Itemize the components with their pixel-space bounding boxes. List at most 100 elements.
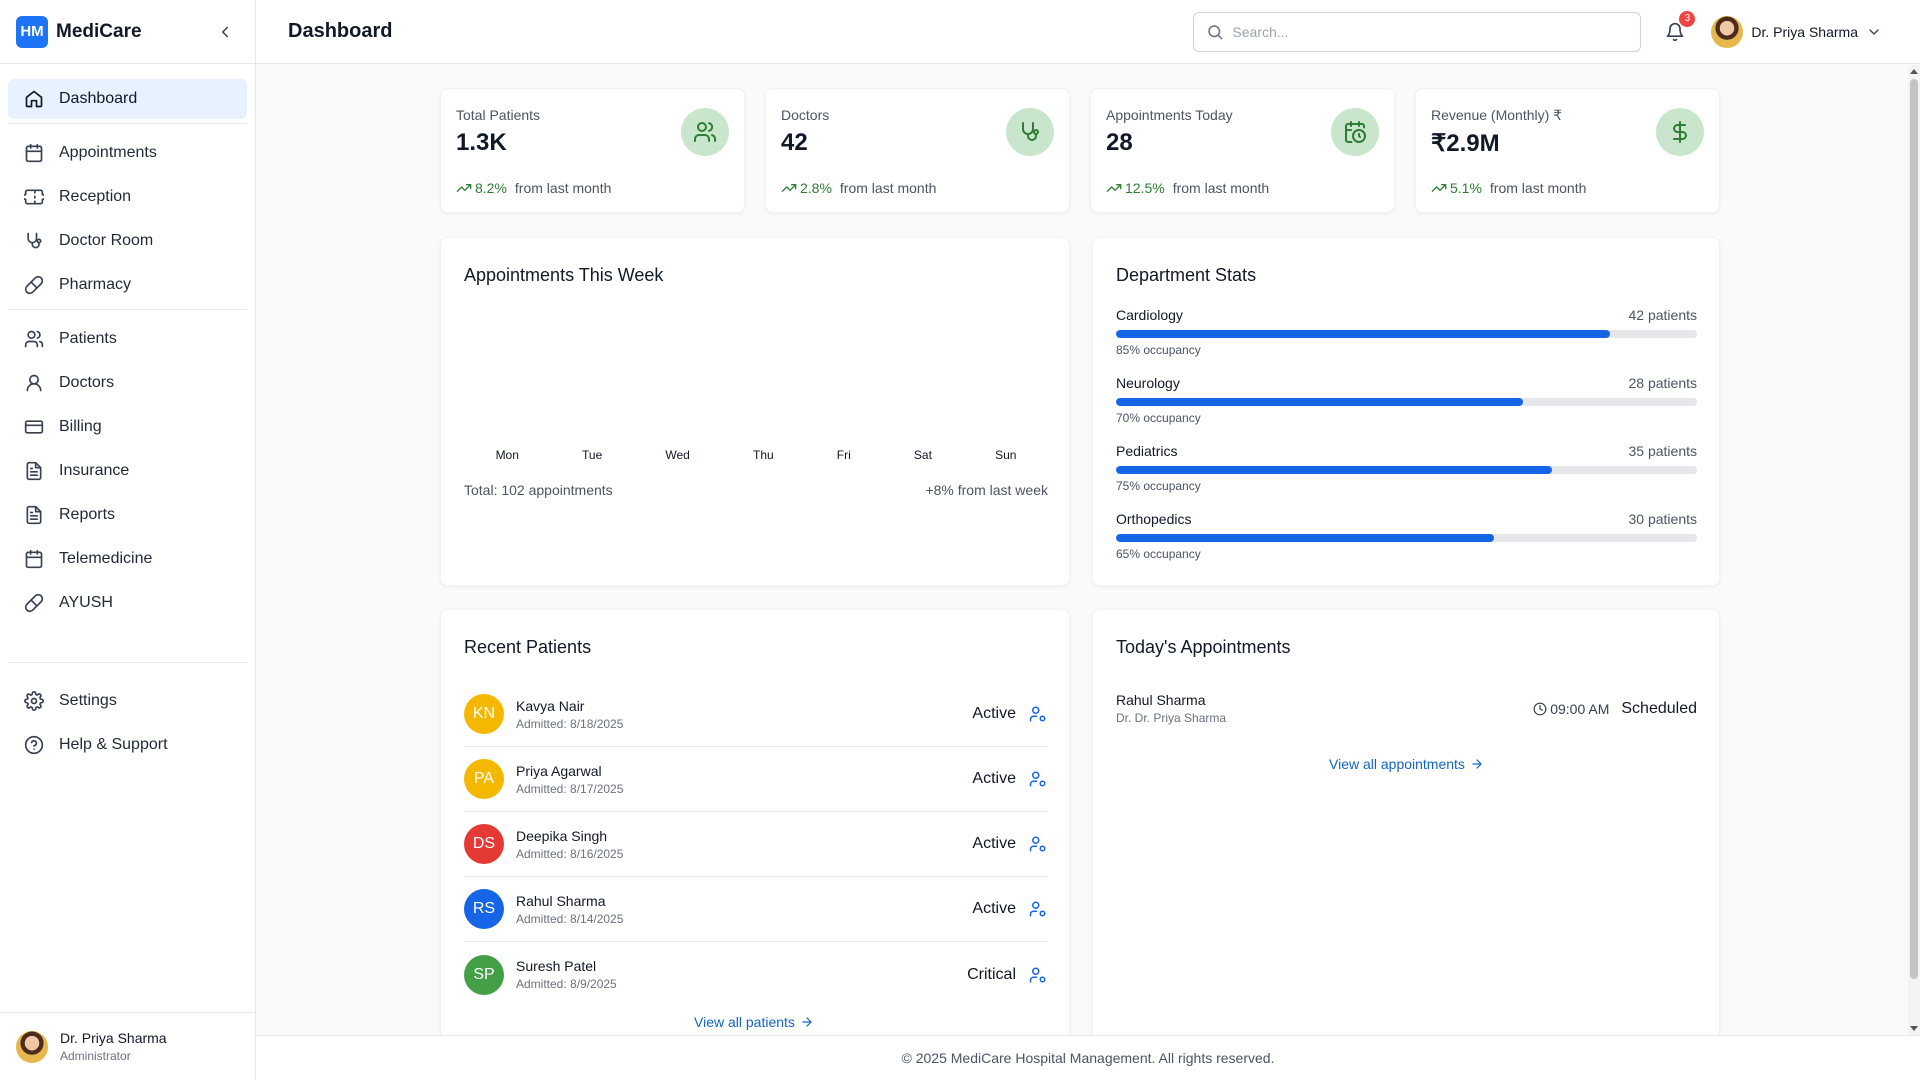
sidebar-item-ayush[interactable]: AYUSH [8, 583, 247, 623]
view-all-patients-link[interactable]: View all patients [694, 1014, 814, 1030]
day-label: Tue [582, 448, 603, 462]
main-scrollbar[interactable] [1908, 65, 1920, 1035]
user-cog-icon[interactable] [1028, 899, 1048, 919]
sidebar-item-settings[interactable]: Settings [8, 681, 247, 721]
sidebar-item-reports[interactable]: Reports [8, 495, 247, 535]
patient-name: Kavya Nair [516, 697, 585, 714]
week-day-axis: Mon Tue Wed Thu Fri Sat Sun [464, 448, 1048, 462]
clock-icon [1533, 702, 1547, 715]
user-cog-icon[interactable] [1028, 965, 1048, 985]
sidebar-item-doctors[interactable]: Doctors [8, 363, 247, 403]
scroll-up-icon[interactable] [1910, 69, 1918, 74]
patient-status: Active [972, 770, 1016, 787]
sidebar-item-label: Pharmacy [59, 276, 132, 293]
stat-value: 28 [1106, 129, 1133, 156]
sidebar-item-telemedicine[interactable]: Telemedicine [8, 539, 247, 579]
day-label: Wed [665, 448, 690, 462]
sidebar-item-doctor-room[interactable]: Doctor Room [8, 221, 247, 261]
collapse-sidebar-button[interactable] [211, 18, 239, 46]
department-patients: 42 patients [1628, 307, 1698, 323]
patient-avatar: PA [464, 759, 504, 799]
sidebar-item-insurance[interactable]: Insurance [8, 451, 247, 491]
sidebar-user[interactable]: Dr. Priya Sharma Administrator [0, 1012, 256, 1080]
card-title: Appointments This Week [464, 265, 664, 285]
link-label: View all patients [694, 1014, 795, 1030]
patient-name: Rahul Sharma [516, 892, 606, 909]
occupancy-fill [1116, 466, 1552, 474]
top-bar: Dashboard 3 Dr. Priya Sharma [256, 0, 1920, 64]
search-icon [1208, 24, 1223, 39]
sidebar-item-patients[interactable]: Patients [8, 319, 247, 359]
appointment-patient: Rahul Sharma [1116, 692, 1206, 708]
brand-header: HM MediCare [0, 0, 255, 64]
search-box[interactable] [1193, 11, 1642, 52]
occupancy-bar [1116, 466, 1697, 474]
sidebar-item-appointments[interactable]: Appointments [8, 133, 247, 173]
day-label: Fri [836, 448, 851, 462]
week-total: Total: 102 appointments [464, 482, 613, 498]
appointment-row[interactable]: Rahul Sharma Dr. Dr. Priya Sharma 09:00 … [1116, 692, 1697, 725]
user-icon [24, 373, 44, 393]
bell-icon [1667, 22, 1684, 41]
scrollbar-thumb[interactable] [1910, 79, 1918, 979]
sidebar-item-dashboard[interactable]: Dashboard [8, 79, 247, 119]
trending-up-icon [456, 184, 472, 192]
stat-label: Total Patients [456, 107, 541, 123]
occupancy-fill [1116, 398, 1523, 406]
sidebar-item-help-support[interactable]: Help & Support [8, 725, 247, 765]
department-name: Cardiology [1116, 307, 1183, 323]
occupancy-fill [1116, 330, 1610, 338]
chevron-left-icon [222, 26, 228, 37]
ticket-icon [24, 187, 44, 207]
sidebar-item-label: AYUSH [59, 594, 113, 611]
sidebar: HM MediCare Dashboard Appointments Recep… [0, 0, 256, 1080]
stat-change: 12.5% [1125, 180, 1165, 196]
gear-icon [24, 691, 44, 711]
patient-row[interactable]: SP Suresh Patel Admitted: 8/9/2025 Critic… [464, 942, 1048, 1007]
sidebar-item-reception[interactable]: Reception [8, 177, 247, 217]
sidebar-item-label: Doctors [59, 374, 115, 391]
sidebar-item-label: Patients [59, 330, 117, 347]
sidebar-item-label: Billing [59, 418, 102, 435]
app-name: MediCare [56, 20, 142, 42]
stat-note: from last month [1489, 180, 1587, 196]
sidebar-item-pharmacy[interactable]: Pharmacy [8, 265, 247, 305]
todays-appointments-card: Today's Appointments Rahul Sharma Dr. Dr… [1092, 609, 1720, 1035]
trending-up-icon [1431, 184, 1447, 192]
department-row: Neurology 28 patients 70% occupancy [1116, 375, 1697, 425]
patient-avatar: KN [464, 694, 504, 734]
patient-status: Active [972, 900, 1016, 917]
user-menu[interactable]: Dr. Priya Sharma [1711, 15, 1882, 48]
stat-trend: 8.2% from last month [456, 180, 611, 196]
search-input[interactable] [1232, 23, 1613, 40]
app-logo: HM [16, 15, 48, 48]
sidebar-item-label: Help & Support [59, 736, 168, 753]
week-summary: Total: 102 appointments +8% from last we… [464, 482, 1048, 498]
user-cog-icon[interactable] [1028, 769, 1048, 789]
sidebar-item-label: Doctor Room [59, 232, 154, 249]
credit-card-icon [24, 417, 44, 437]
pill-icon [24, 275, 44, 295]
patient-avatar: DS [464, 824, 504, 864]
trending-up-icon [781, 184, 797, 192]
stat-value: 1.3K [456, 129, 507, 156]
patient-row[interactable]: RS Rahul Sharma Admitted: 8/14/2025 Activ… [464, 877, 1048, 942]
patient-admitted: Admitted: 8/9/2025 [516, 977, 617, 991]
divider [8, 309, 247, 310]
sidebar-user-name: Dr. Priya Sharma [60, 1030, 167, 1046]
notifications-button[interactable]: 3 [1661, 10, 1696, 46]
department-stats-card: Department Stats Cardiology 42 patients 8… [1092, 237, 1720, 586]
user-cog-icon[interactable] [1028, 704, 1048, 724]
sidebar-item-label: Appointments [59, 144, 157, 161]
patient-row[interactable]: PA Priya Agarwal Admitted: 8/17/2025 Acti… [464, 747, 1048, 812]
view-all-appointments-link[interactable]: View all appointments [1329, 756, 1484, 772]
calendar-clock-icon [1331, 108, 1379, 156]
patient-row[interactable]: KN Kavya Nair Admitted: 8/18/2025 Active [464, 682, 1048, 747]
occupancy-label: 70% occupancy [1116, 411, 1201, 425]
patient-status: Critical [967, 965, 1016, 983]
sidebar-item-billing[interactable]: Billing [8, 407, 247, 447]
scroll-down-icon[interactable] [1910, 1026, 1918, 1031]
user-cog-icon[interactable] [1028, 834, 1048, 854]
patient-row[interactable]: DS Deepika Singh Admitted: 8/16/2025 Acti… [464, 812, 1048, 877]
stat-trend: 2.8% from last month [781, 180, 936, 196]
